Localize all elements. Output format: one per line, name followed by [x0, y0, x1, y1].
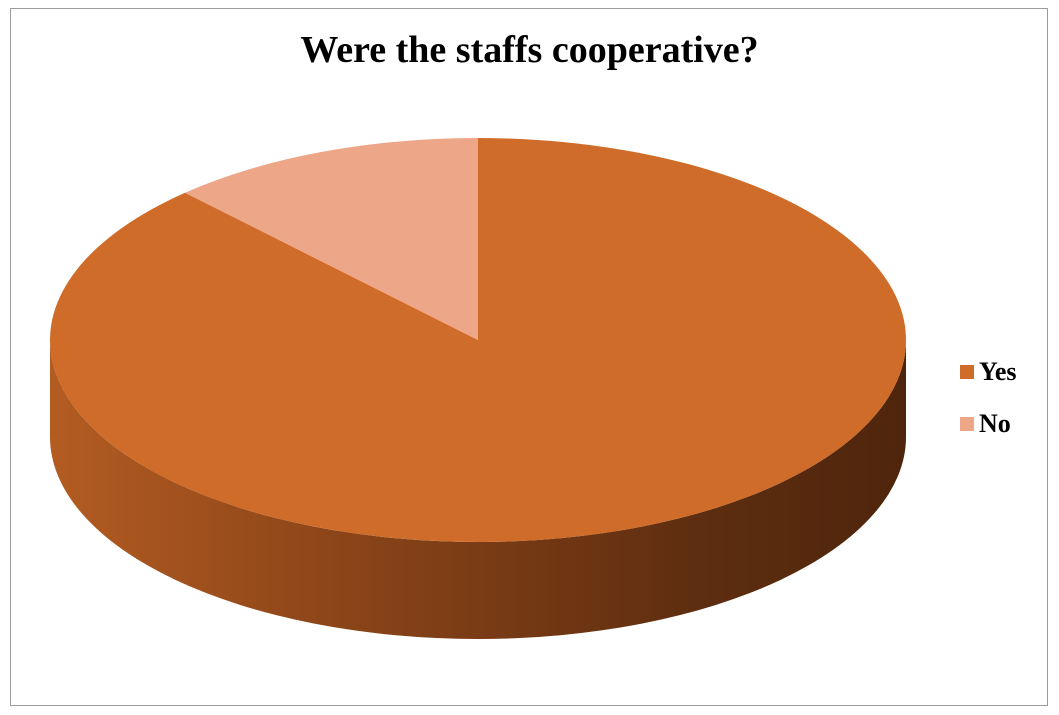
chart-title: Were the staffs cooperative? [300, 29, 759, 71]
legend-item-yes: Yes [960, 354, 1017, 389]
legend-swatch-yes [960, 364, 974, 379]
legend-swatch-no [960, 416, 974, 431]
chart-legend: Yes No [960, 354, 1017, 458]
pie-side-wall-yes [50, 340, 906, 639]
legend-label-yes: Yes [979, 356, 1017, 386]
pie-slice-no [185, 138, 478, 340]
legend-item-no: No [960, 406, 1017, 441]
legend-label-no: No [979, 408, 1011, 438]
pie-slice-yes [49, 138, 907, 542]
